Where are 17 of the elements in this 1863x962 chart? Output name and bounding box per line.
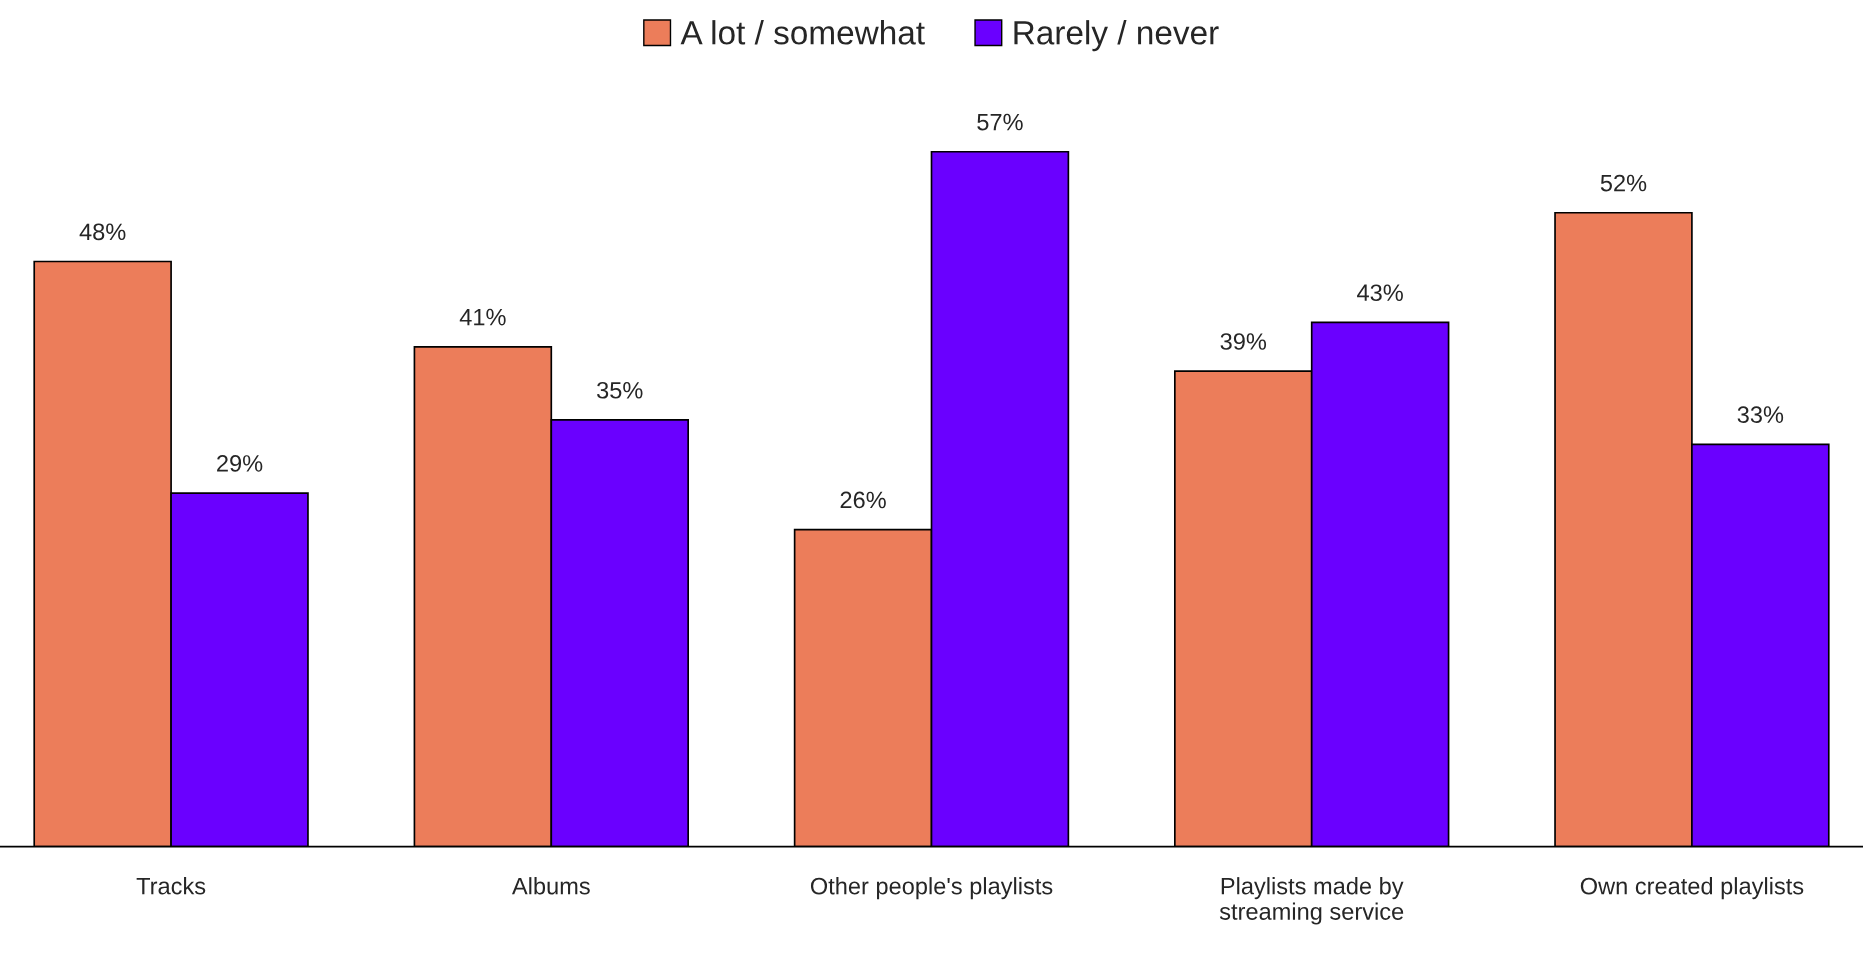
data-label: 57% xyxy=(977,113,1023,131)
x-tick-label: Tracks xyxy=(136,877,206,895)
data-label: 41% xyxy=(459,308,506,326)
data-label: 26% xyxy=(840,491,886,509)
x-tick-label: Albums xyxy=(511,877,590,895)
data-label: 43% xyxy=(1357,284,1403,302)
x-tick-label: Other people's playlists xyxy=(810,877,1053,900)
legend-label: Rarely / never xyxy=(1014,20,1219,52)
data-label: 29% xyxy=(217,455,263,472)
data-label: 39% xyxy=(1220,333,1267,350)
data-label: 33% xyxy=(1737,406,1784,423)
data-label: 52% xyxy=(1600,174,1647,192)
data-label: 35% xyxy=(597,381,643,399)
data-label: 48% xyxy=(79,223,126,241)
x-tick-label: Playlists made by streaming service xyxy=(1219,877,1404,925)
legend-label: A lot / somewhat xyxy=(680,20,925,45)
x-tick-label: Own created playlists xyxy=(1580,877,1804,900)
